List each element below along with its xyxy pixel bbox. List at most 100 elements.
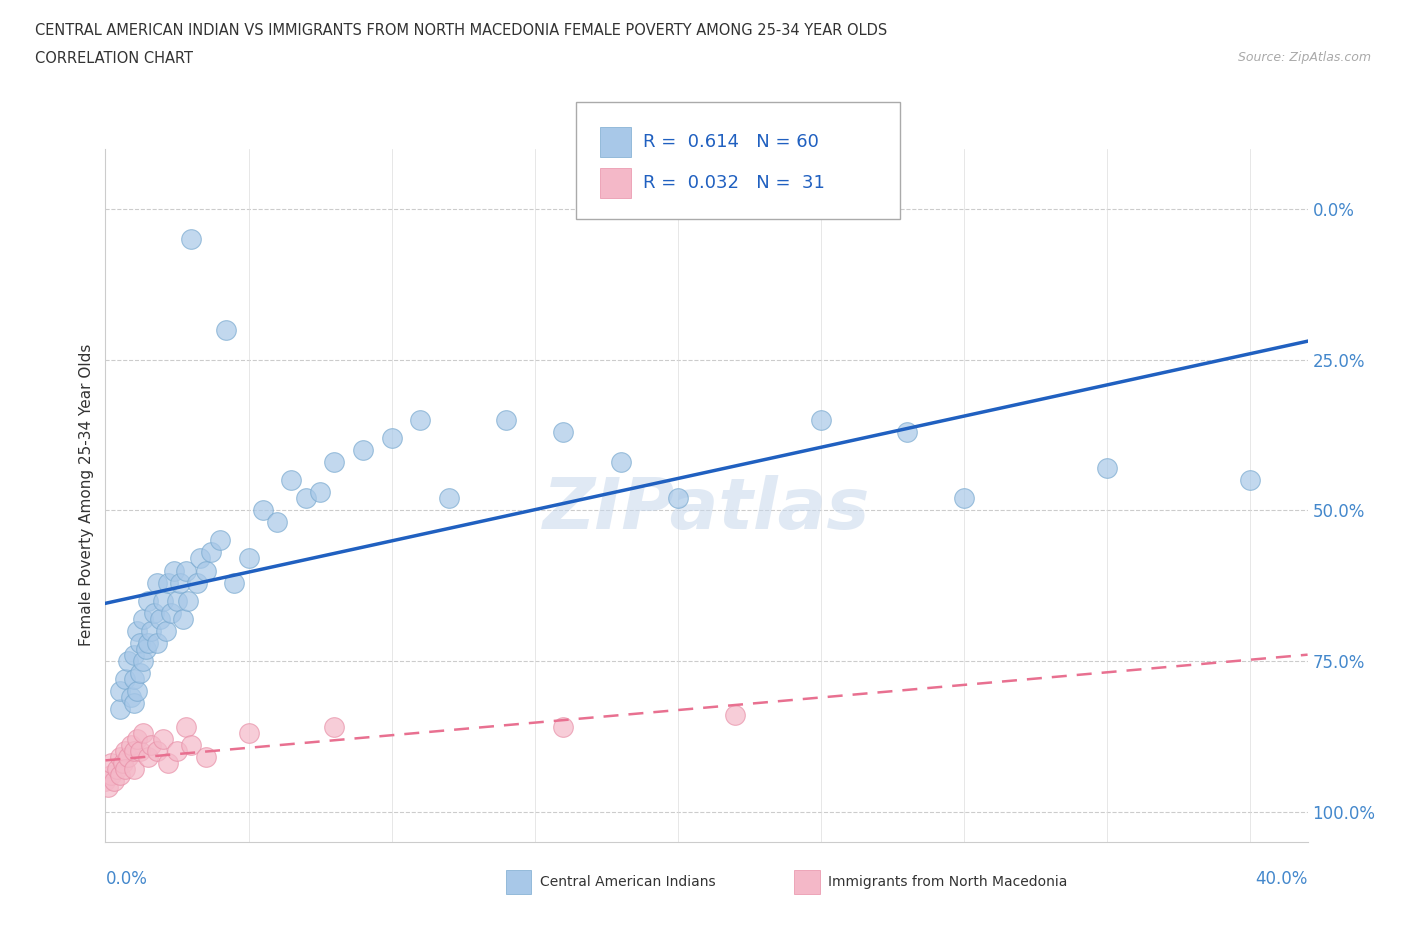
Point [409,413,432,428]
Point [609,455,631,470]
Point [114,671,136,686]
Point [135,642,157,657]
Text: 0.0%: 0.0% [105,870,148,888]
Point [120,690,142,705]
Point [122,744,145,759]
Point [166,593,188,608]
Point [117,654,139,669]
Point [125,623,148,638]
Point [238,551,260,566]
Point [138,750,160,764]
Point [117,750,139,764]
Text: 40.0%: 40.0% [1256,870,1308,888]
Point [280,472,302,487]
Point [323,720,346,735]
Point [141,737,163,752]
Point [111,756,134,771]
Point [141,623,163,638]
Point [323,455,346,470]
Text: ZIPatlas: ZIPatlas [543,474,870,543]
Point [128,666,150,681]
Point [200,545,222,560]
Point [125,732,148,747]
Point [214,322,236,337]
Point [437,491,460,506]
Point [128,635,150,650]
Point [131,611,153,626]
Point [724,708,747,723]
Point [810,413,832,428]
Point [1239,472,1261,487]
Text: CENTRAL AMERICAN INDIAN VS IMMIGRANTS FROM NORTH MACEDONIA FEMALE POVERTY AMONG : CENTRAL AMERICAN INDIAN VS IMMIGRANTS FR… [35,23,887,38]
Point [495,413,517,428]
Point [149,611,172,626]
Point [157,756,180,771]
Point [131,654,153,669]
Point [208,533,231,548]
Point [188,551,211,566]
Point [309,485,332,499]
Point [131,725,153,740]
Point [163,563,186,578]
Point [108,768,131,783]
Point [180,232,202,246]
Y-axis label: Female Poverty Among 25-34 Year Olds: Female Poverty Among 25-34 Year Olds [79,344,94,646]
Text: Source: ZipAtlas.com: Source: ZipAtlas.com [1237,51,1371,64]
Point [169,575,191,590]
Point [238,725,260,740]
Point [295,491,318,506]
Point [138,635,160,650]
Point [174,563,197,578]
Point [138,593,160,608]
Point [896,424,918,439]
Point [94,774,117,789]
Point [186,575,208,590]
Point [553,424,575,439]
Point [120,737,142,752]
Text: R =  0.614   N = 60: R = 0.614 N = 60 [643,133,818,152]
Point [100,756,122,771]
Point [125,684,148,698]
Point [146,575,169,590]
Point [128,744,150,759]
Text: R =  0.032   N =  31: R = 0.032 N = 31 [643,174,824,193]
Point [180,737,202,752]
Point [953,491,976,506]
Point [114,762,136,777]
Point [174,720,197,735]
Point [160,605,183,620]
Point [143,605,166,620]
Point [381,431,404,445]
Point [172,611,194,626]
Point [194,563,217,578]
Point [177,593,200,608]
Point [122,762,145,777]
Point [252,503,274,518]
Point [103,774,125,789]
Point [553,720,575,735]
Point [266,515,288,530]
Point [108,701,131,716]
Point [114,744,136,759]
Point [122,696,145,711]
Text: Central American Indians: Central American Indians [540,874,716,889]
Point [122,671,145,686]
Point [152,732,174,747]
Point [100,768,122,783]
Point [122,647,145,662]
Point [157,575,180,590]
Point [1095,460,1118,475]
Point [146,744,169,759]
Point [194,750,217,764]
Text: CORRELATION CHART: CORRELATION CHART [35,51,193,66]
Point [108,684,131,698]
Text: Immigrants from North Macedonia: Immigrants from North Macedonia [828,874,1067,889]
Point [666,491,689,506]
Point [108,750,131,764]
Point [155,623,177,638]
Point [152,593,174,608]
Point [166,744,188,759]
Point [105,762,128,777]
Point [224,575,246,590]
Point [352,443,374,458]
